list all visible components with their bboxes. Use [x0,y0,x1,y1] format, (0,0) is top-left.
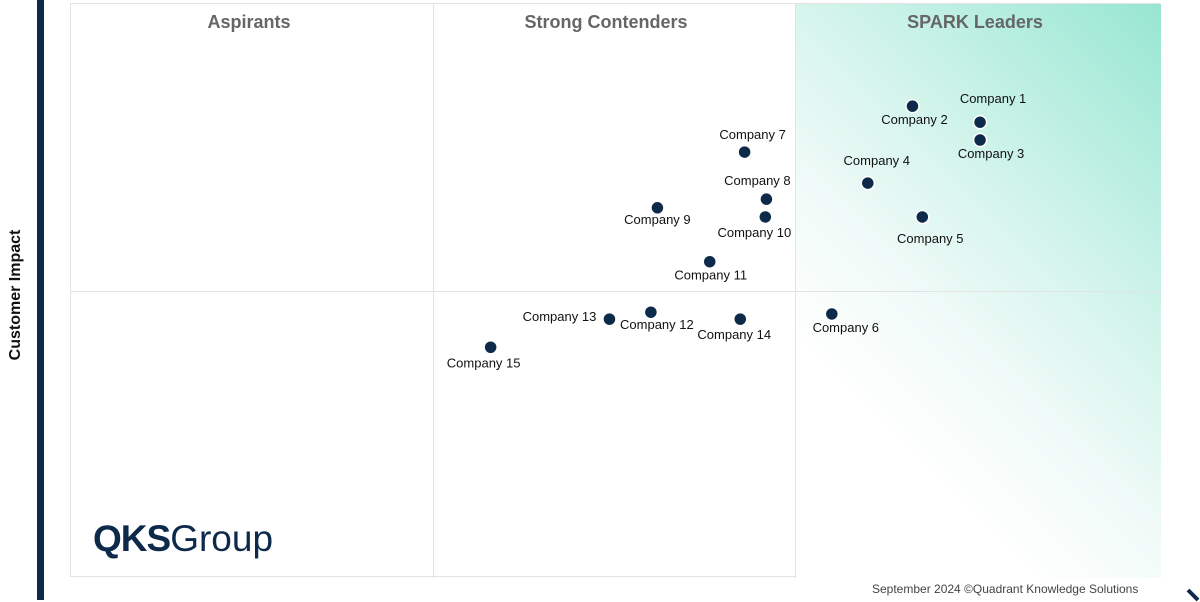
logo-bold: QKS [93,518,171,559]
point-company-9 [650,200,665,216]
point-company-12 [643,304,659,320]
point-company-7 [737,144,752,160]
point-label-company-2: Company 2 [881,112,947,127]
y-axis-label: Customer Impact [7,229,24,361]
point-label-company-9: Company 9 [624,212,690,227]
point-company-6 [824,306,840,322]
points-layer: Company 1 Company 2 Company 3 Company 4 Comp… [447,91,1027,370]
point-company-5 [915,209,930,225]
point-label-company-14: Company 14 [697,327,771,342]
point-company-14 [733,311,748,327]
point-label-company-11: Company 11 [674,268,747,283]
point-company-13 [602,311,617,327]
point-label-company-1: Company 1 [960,91,1026,106]
point-label-company-4: Company 4 [844,153,910,168]
point-company-11 [702,254,717,269]
quadrant-title-aspirants: Aspirants [207,12,291,32]
point-label-company-15: Company 15 [447,355,521,370]
quadrant-title-spark-leaders: SPARK Leaders [907,12,1043,32]
point-company-8 [759,191,774,207]
point-label-company-8: Company 8 [724,173,790,188]
point-label-company-12: Company 12 [620,317,694,332]
logo-light: Group [170,518,274,559]
footer-copyright: September 2024 ©Quadrant Knowledge Solut… [872,582,1139,596]
point-label-company-6: Company 6 [813,320,879,335]
point-company-1 [972,114,988,130]
point-label-company-3: Company 3 [958,146,1024,161]
y-axis-bar [37,0,44,600]
quadrant-plot: Aspirants Strong Contenders SPARK Leader… [70,3,1161,578]
point-label-company-10: Company 10 [717,225,791,240]
quadrant-title-strong-contenders: Strong Contenders [524,12,688,32]
point-label-company-13: Company 13 [523,309,597,324]
point-label-company-7: Company 7 [719,127,785,142]
point-company-3 [972,132,988,148]
x-axis-arrow-icon [1186,588,1200,602]
point-label-company-5: Company 5 [897,231,963,246]
quadrant-divider-horizontal [71,291,1161,292]
point-company-15 [483,340,498,355]
point-company-2 [905,98,920,114]
point-company-4 [860,175,876,191]
qks-group-logo: QKSGroup [93,518,273,560]
point-company-10 [758,209,773,225]
